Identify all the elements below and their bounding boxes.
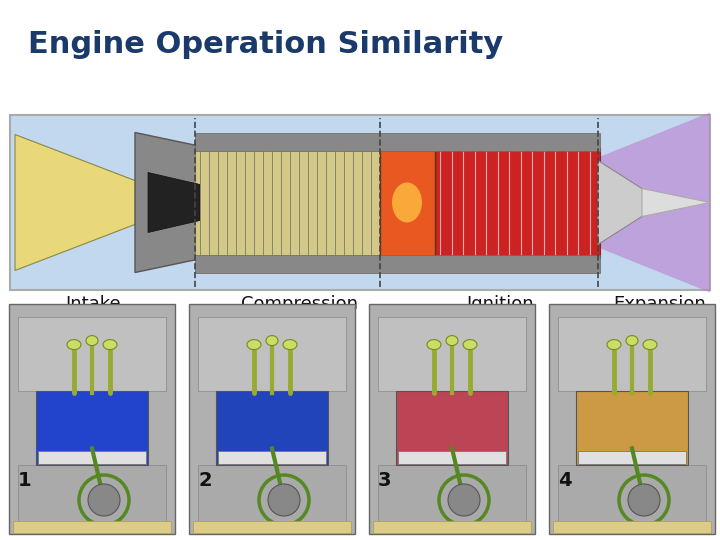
FancyBboxPatch shape [549,304,715,534]
Bar [435,147,600,258]
Text: Engine Operation Similarity: Engine Operation Similarity [28,30,503,59]
Bar [578,450,686,464]
Text: Intake: Intake [66,295,121,313]
Ellipse shape [283,340,297,349]
Ellipse shape [392,183,422,222]
Bar [38,450,146,464]
Bar [195,132,600,151]
Bar [195,254,600,273]
Bar [378,465,526,530]
Ellipse shape [67,340,81,349]
FancyBboxPatch shape [189,304,355,534]
Bar [553,521,711,533]
Text: 3: 3 [378,471,392,490]
Bar [36,391,148,465]
Polygon shape [15,134,140,271]
Ellipse shape [448,484,480,516]
Bar [378,317,526,391]
Polygon shape [598,160,645,245]
Text: 1: 1 [18,471,32,490]
Bar [216,391,328,465]
Bar [373,521,531,533]
Ellipse shape [247,340,261,349]
Bar [558,317,706,391]
Polygon shape [642,188,710,217]
Ellipse shape [643,340,657,349]
FancyBboxPatch shape [9,304,175,534]
Bar [13,521,171,533]
Bar [195,147,380,258]
Ellipse shape [463,340,477,349]
Polygon shape [148,172,200,233]
Bar [380,143,435,262]
Bar [558,465,706,530]
Ellipse shape [446,335,458,346]
Ellipse shape [103,340,117,349]
Bar [193,521,351,533]
Ellipse shape [626,335,638,346]
Text: 4: 4 [558,471,572,490]
Bar [18,317,166,391]
Ellipse shape [628,484,660,516]
Bar [18,465,166,530]
Bar [10,115,710,290]
Ellipse shape [86,335,98,346]
Text: Compression: Compression [241,295,359,313]
Text: Expansion: Expansion [613,295,706,313]
Bar [396,391,508,465]
Ellipse shape [427,340,441,349]
Bar [218,450,326,464]
Ellipse shape [607,340,621,349]
Bar [576,391,688,465]
Bar [198,465,346,530]
Bar [198,317,346,391]
FancyBboxPatch shape [369,304,535,534]
Text: Ignition: Ignition [466,295,534,313]
Text: 2: 2 [198,471,212,490]
Polygon shape [598,112,710,293]
Polygon shape [135,132,230,273]
Ellipse shape [266,335,278,346]
Ellipse shape [88,484,120,516]
Ellipse shape [268,484,300,516]
Bar [398,450,506,464]
